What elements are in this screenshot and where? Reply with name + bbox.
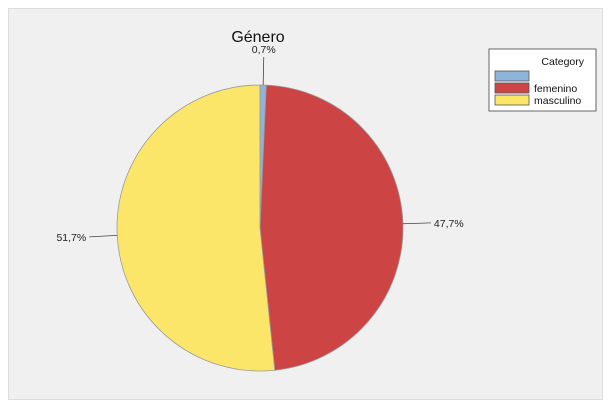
pie-labels: 0,7% 47,7% 51,7% [56,44,463,244]
legend-label-2: masculino [534,95,581,107]
pie-slice-1 [259,84,404,371]
legend-swatch-0 [494,70,530,82]
pie-slice-2 [116,84,276,372]
leader-line-1 [402,222,431,225]
slice-label-2: 51,7% [56,232,86,244]
slice-label-1: 47,7% [434,218,464,230]
slice-label-0: 0,7% [252,44,276,56]
leader-line-2 [89,235,118,238]
leader-line-0 [262,57,265,86]
chart-title: Género [231,29,284,46]
pie-slices [116,84,404,372]
legend-label-1: femenino [534,83,577,95]
legend-title: Category [541,56,584,68]
legend-swatch-1 [494,82,530,94]
legend-swatch-2 [494,94,530,106]
